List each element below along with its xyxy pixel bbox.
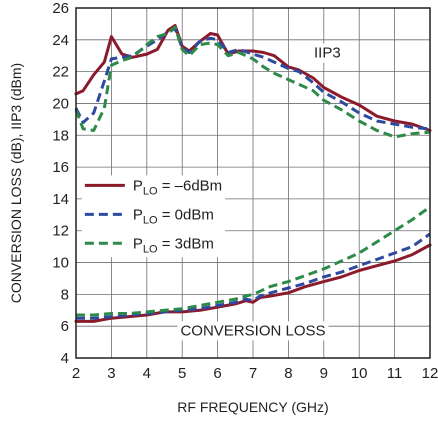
legend-prefix: P [133,206,143,223]
series-line-conversion-loss-0 [74,243,432,323]
series-line-iip3-1 [74,27,431,131]
x-tick-label: 3 [107,365,115,382]
x-tick-label: 5 [178,365,186,382]
legend-prefix: P [133,235,143,252]
x-tick-label: 6 [213,365,221,382]
y-axis-title: CONVERSION LOSS (dB), IIP3 (dBm) [8,63,24,303]
y-tick-label: 12 [52,223,69,240]
x-tick-label: 2 [72,365,80,382]
legend-suffix: = 3dBm [158,235,214,252]
y-tick-label: 24 [52,32,69,49]
tick-labels: 2 3 4 5 6 7 8 9 10 11 12 4 6 8 10 12 14 16 18 20 22 24 26 [52,0,438,382]
legend-subscript: LO [143,214,158,226]
legend-prefix: P [133,177,143,194]
legend-suffix: = –6dBm [158,177,223,194]
legend-subscript: LO [143,243,158,255]
legend-label-2: PLO = 3dBm [133,235,214,255]
x-tick-label: 4 [143,365,151,382]
y-tick-label: 4 [61,350,69,367]
series-line-iip3-2 [74,25,431,139]
conversion-loss-annotation: CONVERSION LOSS [177,321,329,341]
iip3-label: IIP3 [314,45,341,62]
legend-label-0: PLO = –6dBm [133,177,222,197]
x-tick-label: 7 [249,365,257,382]
plot-frame [75,7,431,359]
series-line-iip3-0 [74,24,432,132]
x-tick-label: 11 [387,365,403,382]
conversion-loss-label: CONVERSION LOSS [180,322,325,339]
legend-subscript: LO [143,185,158,197]
legend-suffix: = 0dBm [158,206,214,223]
y-tick-label: 14 [52,191,69,208]
iip3-label-bg [309,43,345,63]
series-layer [74,24,432,323]
y-tick-label: 8 [61,286,69,303]
x-tick-label: 12 [422,365,438,382]
y-tick-label: 16 [52,159,69,176]
legend-label-1: PLO = 0dBm [133,206,214,226]
y-tick-label: 26 [52,0,69,17]
y-tick-label: 10 [52,255,69,272]
x-axis-title: RF FREQUENCY (GHz) [177,399,328,415]
x-tick-label: 8 [284,365,292,382]
x-tick-label: 10 [351,365,368,382]
x-tick-label: 9 [320,365,328,382]
y-tick-label: 18 [52,127,69,144]
iip3-annotation: IIP3 [309,43,345,63]
series-line-conversion-loss-1 [76,232,431,320]
y-tick-label: 6 [61,318,69,335]
conversion-loss-label-bg [177,321,329,341]
series-line-conversion-loss-2 [76,205,431,317]
y-tick-label: 22 [52,64,69,81]
y-tick-label: 20 [52,95,69,112]
